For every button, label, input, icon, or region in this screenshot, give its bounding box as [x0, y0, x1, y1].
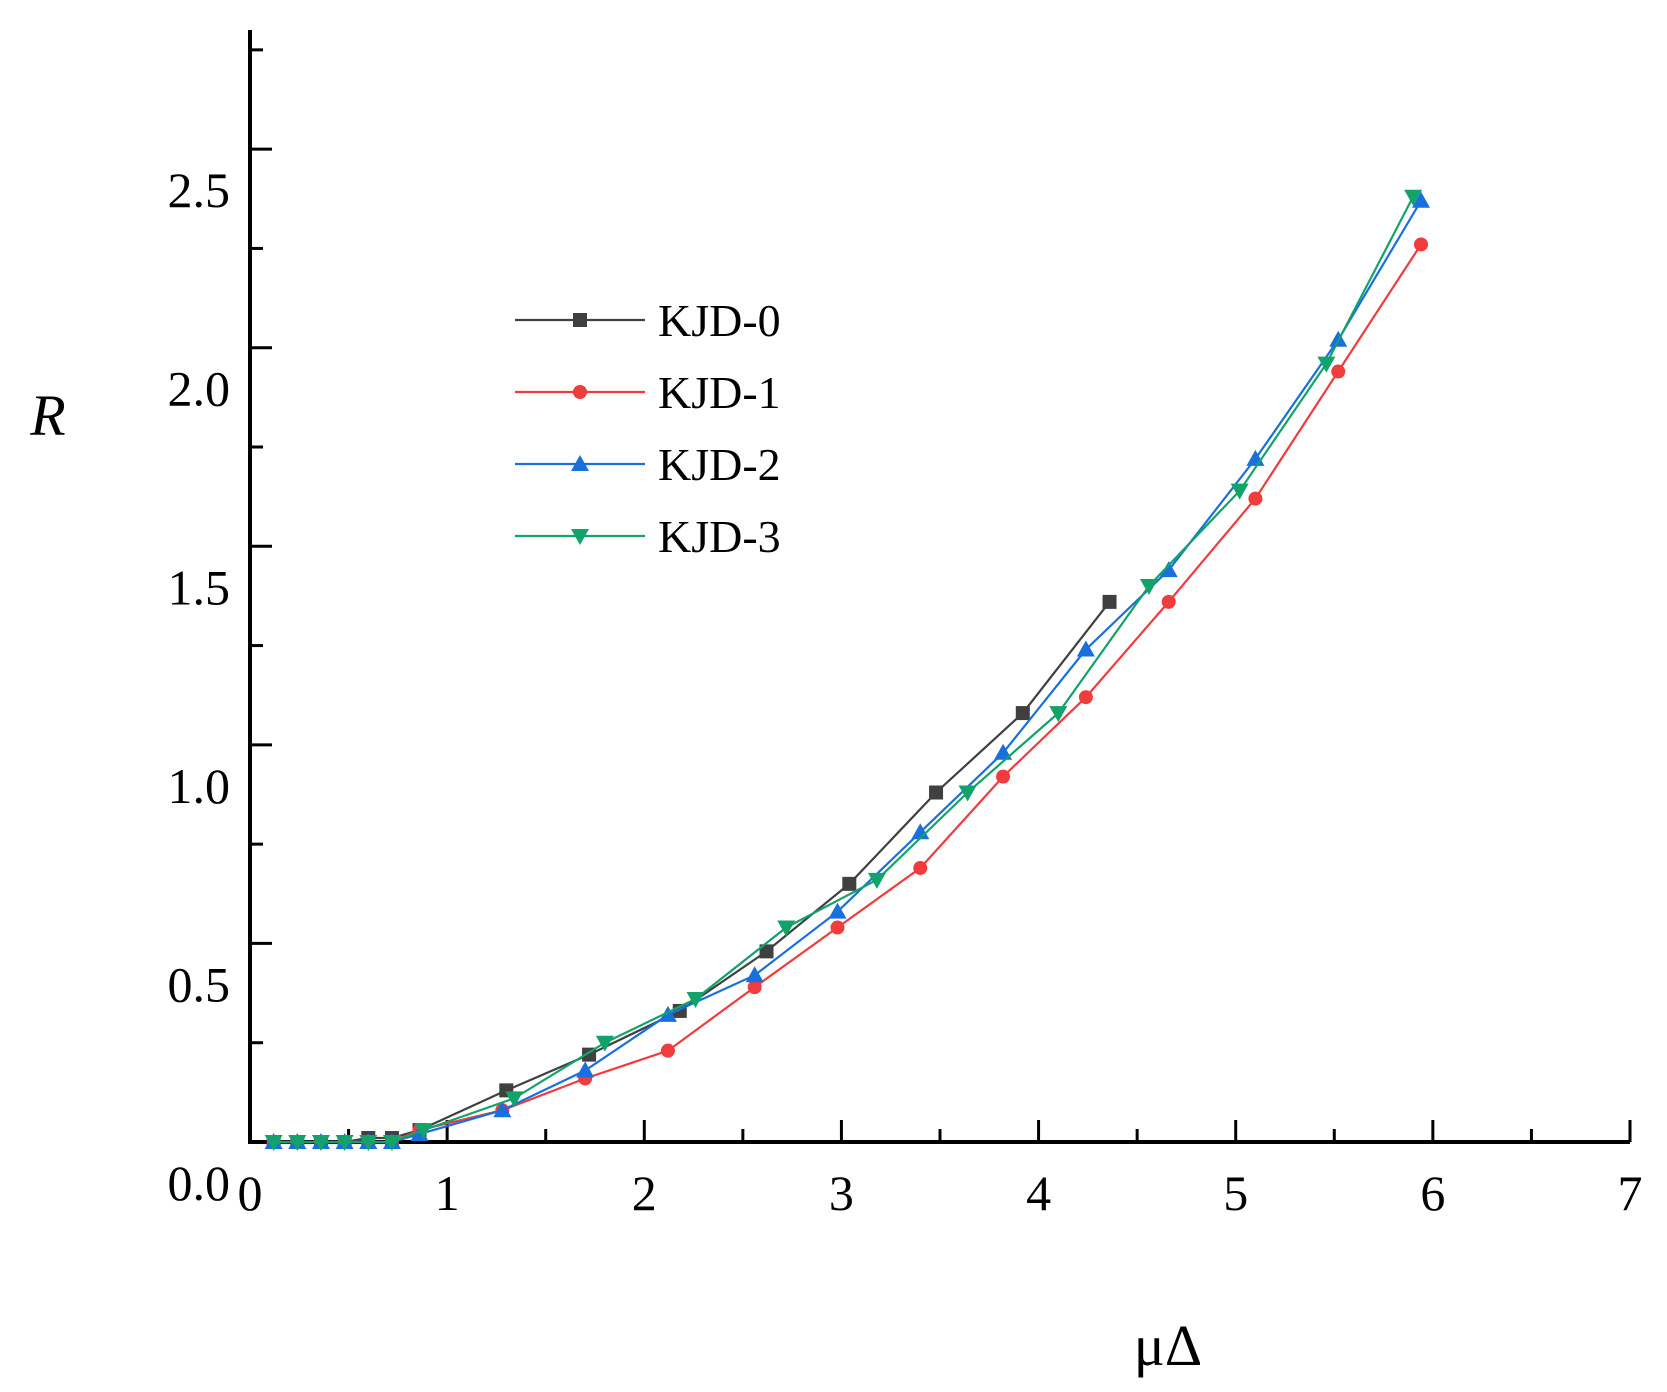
data-point-kjd-3	[311, 1135, 330, 1151]
legend: KJD-0 KJD-1 KJD-2 KJD-3	[515, 295, 781, 562]
data-point-kjd-0	[929, 785, 944, 800]
data-point-kjd-3	[1404, 189, 1423, 206]
plot-area	[264, 189, 1431, 1151]
legend-label-kjd-3: KJD-3	[658, 511, 781, 562]
y-tick-label: 1.5	[168, 559, 231, 615]
series-line-kjd-0	[273, 601, 1111, 1144]
x-tick-label: 5	[1223, 1165, 1248, 1221]
series-line-kjd-2	[273, 200, 1422, 1144]
series-kjd-0	[266, 594, 1117, 1149]
series-kjd-2	[264, 191, 1431, 1149]
data-point-kjd-3	[335, 1135, 354, 1151]
x-tick-label: 6	[1420, 1165, 1445, 1221]
y-tick-label: 1.0	[168, 758, 231, 814]
legend-item-kjd-3: KJD-3	[515, 511, 781, 562]
data-point-kjd-0	[842, 876, 857, 891]
series-kjd-3	[264, 189, 1423, 1151]
x-tick-label: 1	[435, 1165, 460, 1221]
y-tick-label: 0.5	[168, 956, 231, 1012]
data-point-kjd-3	[414, 1123, 433, 1140]
legend-marker-kjd-3	[571, 529, 589, 545]
data-point-kjd-0	[1015, 706, 1030, 721]
data-point-kjd-2	[576, 1061, 595, 1078]
x-tick-label: 7	[1618, 1165, 1643, 1221]
data-point-kjd-1	[830, 920, 845, 935]
data-point-kjd-1	[660, 1043, 675, 1058]
series-line-kjd-1	[273, 243, 1422, 1144]
legend-label-kjd-0: KJD-0	[658, 295, 781, 346]
data-point-kjd-1	[1248, 491, 1263, 506]
series-line-kjd-3	[273, 196, 1415, 1144]
y-tick-label: 2.0	[168, 361, 231, 417]
data-point-kjd-1	[913, 860, 928, 875]
legend-item-kjd-0: KJD-0	[515, 295, 781, 346]
data-point-kjd-3	[686, 992, 705, 1009]
data-point-kjd-2	[1412, 191, 1431, 208]
data-point-kjd-2	[828, 902, 847, 919]
data-point-kjd-0	[1102, 594, 1117, 609]
data-point-kjd-1	[996, 769, 1011, 784]
y-tick-label: 2.5	[168, 162, 231, 218]
data-point-kjd-1	[1078, 690, 1093, 705]
data-point-kjd-3	[505, 1091, 524, 1108]
data-point-kjd-1	[1414, 237, 1429, 252]
x-tick-label: 4	[1026, 1165, 1051, 1221]
legend-item-kjd-2: KJD-2	[515, 439, 781, 490]
y-axis-title: R	[29, 383, 65, 448]
legend-label-kjd-2: KJD-2	[658, 439, 781, 490]
data-point-kjd-2	[994, 743, 1013, 760]
data-point-kjd-3	[1049, 706, 1068, 723]
data-point-kjd-0	[759, 944, 774, 959]
x-tick-label: 0	[238, 1165, 263, 1221]
x-tick-label: 3	[829, 1165, 854, 1221]
data-point-kjd-2	[493, 1101, 512, 1118]
x-axis-title: μΔ	[1134, 1313, 1202, 1378]
data-point-kjd-3	[288, 1135, 307, 1151]
data-point-kjd-2	[1076, 640, 1095, 657]
y-tick-label: 0.0	[168, 1155, 231, 1211]
data-point-kjd-2	[658, 1005, 677, 1022]
data-point-kjd-3	[359, 1135, 378, 1151]
legend-item-kjd-1: KJD-1	[515, 367, 781, 418]
data-point-kjd-2	[745, 966, 764, 983]
legend-marker-kjd-0	[573, 313, 587, 327]
data-point-kjd-1	[1331, 364, 1346, 379]
data-point-kjd-1	[1161, 594, 1176, 609]
data-point-kjd-3	[382, 1135, 401, 1151]
data-point-kjd-3	[1317, 356, 1336, 373]
legend-marker-kjd-2	[571, 455, 589, 471]
data-point-kjd-3	[867, 872, 886, 889]
x-tick-label: 2	[632, 1165, 657, 1221]
data-point-kjd-3	[958, 785, 977, 802]
axes: 0 1 2 3 4 5 6 7 0.0 0.5 1.0 1.5 2.0 2.5	[168, 30, 1643, 1221]
data-point-kjd-3	[1230, 483, 1249, 500]
data-point-kjd-1	[747, 980, 762, 995]
legend-label-kjd-1: KJD-1	[658, 367, 781, 418]
data-point-kjd-3	[264, 1135, 283, 1151]
data-point-kjd-3	[595, 1035, 614, 1052]
data-point-kjd-3	[1139, 579, 1158, 595]
legend-marker-kjd-1	[573, 385, 587, 399]
series-kjd-1	[266, 237, 1429, 1149]
data-point-kjd-3	[777, 920, 796, 937]
data-point-kjd-2	[1159, 561, 1178, 578]
